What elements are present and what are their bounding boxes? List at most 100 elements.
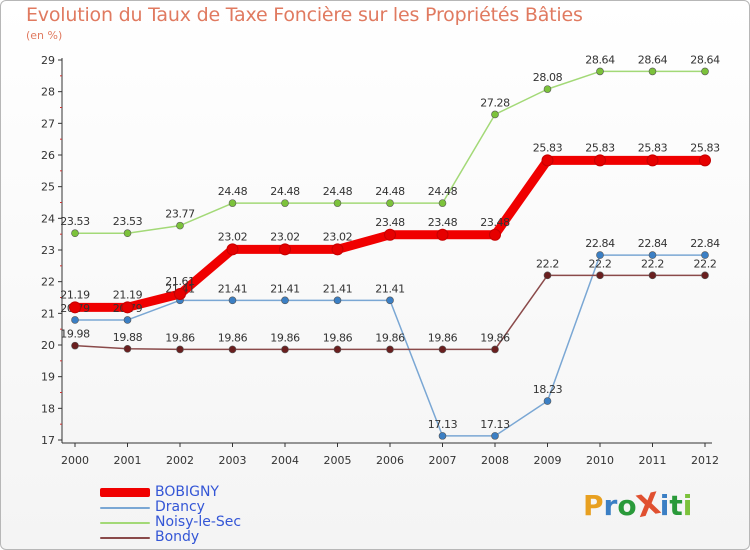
data-point-noisy-le-sec (491, 110, 499, 119)
data-point-bondy (281, 345, 289, 354)
data-point-bondy (176, 345, 184, 354)
x-tick-label: 2011 (639, 454, 667, 467)
y-tick-label: 27 (41, 117, 55, 130)
data-label-bondy: 19.86 (165, 331, 195, 344)
y-tick-label: 24 (41, 212, 55, 225)
legend-item: BOBIGNY (100, 485, 241, 500)
data-label-drancy: 21.41 (323, 282, 353, 295)
data-point-bondy (228, 345, 237, 354)
data-point-drancy (281, 296, 289, 305)
x-tick-label: 2008 (481, 454, 509, 467)
data-label-bobigny: 21.19 (113, 288, 143, 301)
data-label-drancy: 17.13 (480, 418, 510, 431)
data-point-drancy (491, 432, 499, 440)
data-point-noisy-le-sec (281, 199, 289, 207)
data-label-bobigny: 21.61 (165, 275, 195, 288)
data-point-bondy (596, 271, 604, 280)
data-label-bondy: 19.86 (480, 331, 510, 344)
data-label-noisy-le-sec: 23.77 (165, 208, 195, 221)
data-label-drancy: 17.13 (428, 418, 458, 431)
data-point-drancy (438, 432, 447, 440)
data-label-noisy-le-sec: 24.48 (218, 185, 248, 198)
data-label-bondy: 19.86 (218, 331, 248, 344)
data-label-bobigny: 23.02 (270, 230, 300, 243)
data-point-noisy-le-sec (228, 199, 237, 207)
data-label-noisy-le-sec: 24.48 (375, 185, 405, 198)
data-label-noisy-le-sec: 28.08 (533, 71, 563, 84)
data-label-noisy-le-sec: 28.64 (690, 53, 720, 66)
data-point-bondy (123, 344, 132, 353)
data-label-noisy-le-sec: 23.53 (60, 215, 90, 228)
x-tick-label: 2001 (114, 454, 142, 467)
data-point-drancy (71, 316, 79, 324)
data-label-bobigny: 23.48 (480, 216, 510, 229)
legend-label: Drancy (155, 499, 205, 515)
data-point-bobigny (699, 154, 711, 167)
y-tick-label: 29 (41, 54, 55, 67)
data-label-bondy: 19.86 (270, 331, 300, 344)
data-point-noisy-le-sec (596, 67, 604, 76)
legend-item: Drancy (100, 500, 241, 515)
data-point-noisy-le-sec (438, 199, 447, 207)
x-tick-label: 2010 (586, 454, 614, 467)
legend-swatch (100, 488, 150, 497)
data-point-noisy-le-sec (123, 229, 132, 238)
data-label-bondy: 22.2 (536, 257, 559, 270)
legend-swatch (100, 536, 150, 539)
data-label-bobigny: 25.83 (585, 141, 615, 154)
data-label-drancy: 21.41 (218, 282, 248, 295)
data-point-bobigny (121, 301, 134, 314)
data-label-bondy: 19.98 (60, 328, 90, 341)
data-label-bondy: 19.86 (428, 331, 458, 344)
data-point-bobigny (541, 154, 554, 167)
chart-legend: BOBIGNY Drancy Noisy-le-Sec Bondy (100, 485, 241, 545)
x-tick-label: 2012 (691, 454, 719, 467)
y-tick-label: 26 (41, 149, 55, 162)
x-tick-label: 2009 (534, 454, 562, 467)
data-label-bobigny: 23.02 (218, 230, 248, 243)
data-point-bobigny (331, 243, 344, 256)
legend-item: Noisy-le-Sec (100, 515, 241, 530)
data-point-noisy-le-sec (71, 229, 79, 238)
y-tick-label: 21 (41, 307, 55, 320)
x-tick-label: 2005 (324, 454, 352, 467)
data-label-bobigny: 25.83 (533, 141, 563, 154)
data-point-drancy (228, 296, 237, 305)
data-point-drancy (333, 296, 342, 305)
y-tick-label: 22 (41, 276, 55, 289)
data-label-noisy-le-sec: 27.28 (480, 96, 510, 109)
x-tick-label: 2007 (429, 454, 457, 467)
data-point-drancy (701, 251, 709, 259)
y-tick-label: 19 (41, 371, 55, 384)
data-label-noisy-le-sec: 24.48 (270, 185, 300, 198)
data-label-bondy: 22.2 (589, 257, 612, 270)
data-point-bobigny (646, 154, 659, 167)
proxiti-logo: ProXiti (583, 485, 693, 526)
data-label-noisy-le-sec: 28.64 (638, 53, 668, 66)
data-point-drancy (386, 296, 394, 305)
data-label-drancy: 21.41 (270, 282, 300, 295)
data-point-noisy-le-sec (176, 221, 184, 230)
data-label-bobigny: 25.83 (638, 141, 668, 154)
data-point-bobigny (594, 154, 606, 167)
data-point-bondy (491, 345, 499, 354)
data-point-bobigny (384, 228, 396, 241)
data-label-bobigny: 23.48 (375, 216, 405, 229)
data-point-bobigny (489, 228, 501, 241)
x-tick-label: 2006 (376, 454, 404, 467)
y-tick-label: 23 (41, 244, 55, 257)
data-point-noisy-le-sec (543, 85, 552, 93)
data-label-bobigny: 25.83 (690, 141, 720, 154)
data-point-bobigny (436, 228, 449, 241)
y-tick-label: 25 (41, 181, 55, 194)
data-point-bondy (543, 271, 552, 280)
y-tick-label: 28 (41, 86, 55, 99)
data-point-bondy (71, 341, 79, 350)
x-tick-label: 2004 (271, 454, 299, 467)
data-label-bobigny: 21.19 (60, 288, 90, 301)
data-point-bobigny (279, 243, 291, 256)
data-point-bondy (333, 345, 342, 354)
data-label-drancy: 18.23 (533, 383, 563, 396)
legend-swatch (100, 506, 150, 509)
